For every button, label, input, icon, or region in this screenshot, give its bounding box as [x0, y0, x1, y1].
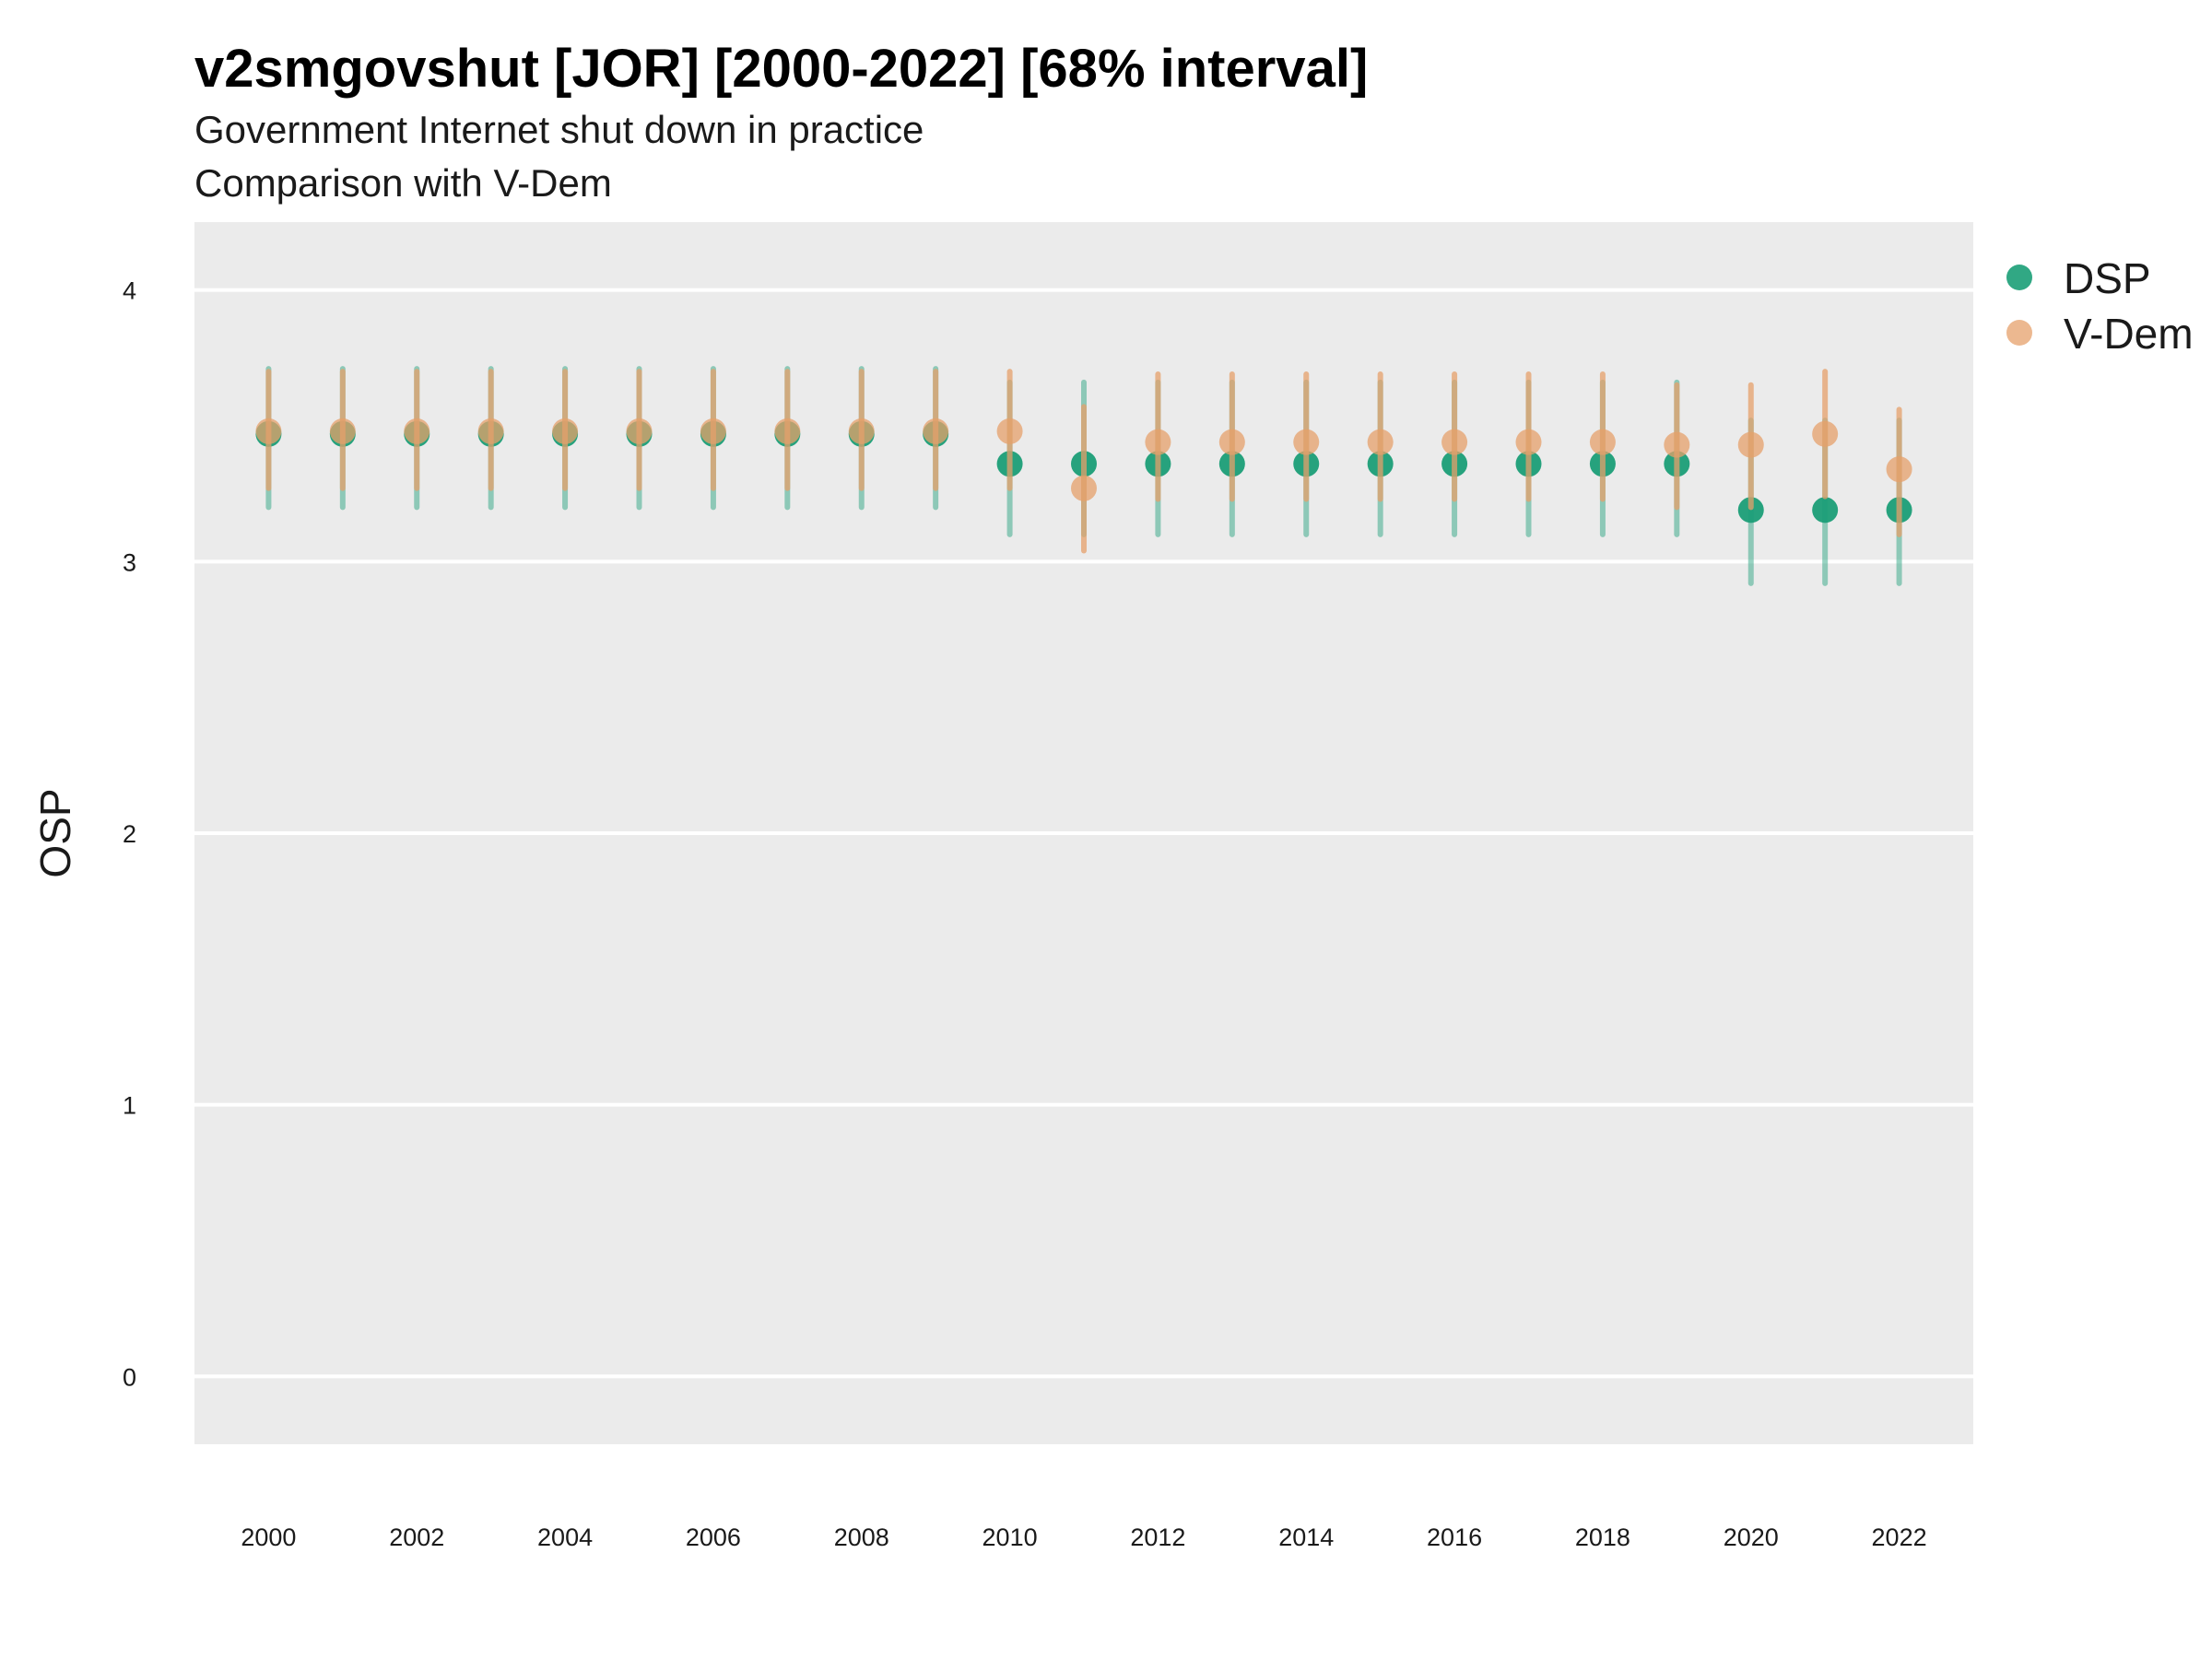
- x-tick-label: 2006: [686, 1524, 741, 1551]
- chart-subtitle-2: Comparison with V-Dem: [194, 161, 612, 205]
- y-tick-label: 2: [123, 820, 136, 848]
- y-tick-label: 1: [123, 1092, 136, 1120]
- x-tick-label: 2004: [537, 1524, 593, 1551]
- v-dem-point: [923, 418, 949, 444]
- v-dem-point: [1293, 429, 1320, 455]
- dsp-point: [1812, 497, 1839, 524]
- v-dem-point: [1071, 475, 1097, 501]
- v-dem-point: [1218, 429, 1245, 455]
- v-dem-point: [552, 418, 579, 444]
- y-axis-ticks: 0 1 2 3 4: [123, 277, 136, 1392]
- v-dem-point: [626, 418, 653, 444]
- v-dem-point: [700, 418, 726, 444]
- x-tick-label: 2002: [389, 1524, 444, 1551]
- v-dem-point: [329, 418, 356, 444]
- v-dem-point: [1812, 420, 1839, 447]
- chart-subtitle: Government Internet shut down in practic…: [194, 108, 924, 151]
- v-dem-point: [996, 418, 1023, 444]
- v-dem-point: [1441, 429, 1468, 455]
- y-tick-label: 3: [123, 548, 136, 576]
- legend-marker-dsp: [2006, 265, 2032, 290]
- y-axis-title: OSP: [31, 788, 79, 877]
- x-tick-label: 2008: [834, 1524, 889, 1551]
- x-tick-label: 2010: [982, 1524, 1038, 1551]
- v-dem-point: [774, 418, 801, 444]
- v-dem-point: [477, 418, 504, 444]
- x-tick-label: 2016: [1427, 1524, 1482, 1551]
- v-dem-point: [848, 418, 875, 444]
- x-tick-label: 2018: [1575, 1524, 1630, 1551]
- grid-lines: [194, 288, 1973, 1379]
- y-tick-label: 4: [123, 277, 136, 305]
- y-tick-label: 0: [123, 1363, 136, 1391]
- x-tick-label: 2020: [1724, 1524, 1779, 1551]
- v-dem-point: [1664, 431, 1690, 458]
- v-dem-point: [1886, 456, 1912, 483]
- legend-marker-vdem: [2006, 320, 2032, 346]
- v-dem-point: [1515, 429, 1542, 455]
- v-dem-point: [1145, 429, 1171, 455]
- x-tick-label: 2012: [1130, 1524, 1185, 1551]
- v-dem-point: [1589, 429, 1616, 455]
- x-tick-label: 2014: [1278, 1524, 1334, 1551]
- v-dem-point: [1367, 429, 1394, 455]
- x-tick-label: 2022: [1872, 1524, 1927, 1551]
- chart-title: v2smgovshut [JOR] [2000-2022] [68% inter…: [194, 39, 1368, 99]
- v-dem-point: [255, 418, 282, 444]
- series-vdem: [255, 369, 1912, 554]
- v-dem-point: [404, 418, 430, 444]
- legend-label-dsp: DSP: [2064, 254, 2151, 302]
- v-dem-point: [1737, 431, 1764, 458]
- x-axis-ticks: 2000 2002 2004 2006 2008 2010 2012 2014 2016 2018…: [241, 1524, 1926, 1551]
- x-tick-label: 2000: [241, 1524, 296, 1551]
- legend-label-vdem: V-Dem: [2064, 310, 2194, 358]
- legend: DSP V-Dem: [2006, 254, 2194, 358]
